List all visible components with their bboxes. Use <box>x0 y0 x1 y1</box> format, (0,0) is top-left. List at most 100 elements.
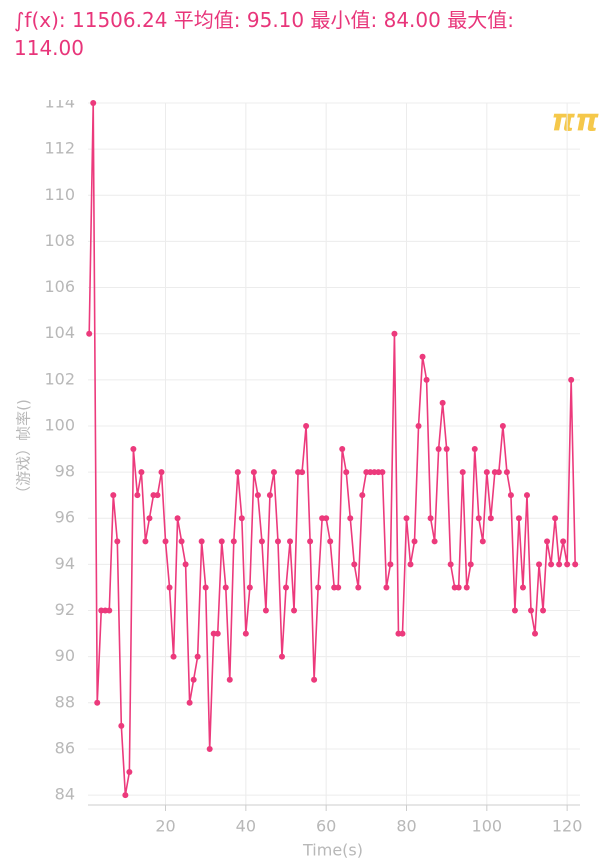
data-point <box>560 538 567 545</box>
data-point <box>379 469 386 476</box>
data-point <box>528 607 535 614</box>
data-point <box>351 561 358 568</box>
data-point <box>254 492 261 499</box>
data-point <box>455 584 462 591</box>
y-tick-label: 108 <box>44 231 75 250</box>
y-tick-label: 112 <box>44 139 75 158</box>
y-tick-label: 104 <box>44 323 75 342</box>
y-tick-label: 106 <box>44 277 75 296</box>
data-point <box>190 676 197 683</box>
data-point <box>266 492 273 499</box>
data-point <box>307 538 314 545</box>
data-point <box>327 538 334 545</box>
data-point <box>186 699 193 706</box>
y-tick-label: 114 <box>44 93 75 112</box>
data-point <box>94 699 101 706</box>
data-point <box>198 538 205 545</box>
data-point <box>483 469 490 476</box>
data-point <box>475 515 482 522</box>
data-point <box>343 469 350 476</box>
data-point <box>423 376 430 383</box>
data-point <box>154 492 161 499</box>
data-point <box>278 653 285 660</box>
data-point <box>387 561 394 568</box>
y-tick-label: 86 <box>55 738 75 757</box>
data-point <box>218 538 225 545</box>
data-point <box>114 538 121 545</box>
y-tick-label: 94 <box>55 554 75 573</box>
y-tick-label: 90 <box>55 646 75 665</box>
data-point <box>556 561 563 568</box>
data-point <box>443 446 450 453</box>
data-point <box>274 538 281 545</box>
data-point <box>411 538 418 545</box>
x-tick-label: 20 <box>155 817 175 836</box>
data-point <box>355 584 362 591</box>
data-point <box>182 561 189 568</box>
y-tick-label: 92 <box>55 600 75 619</box>
data-point <box>487 515 494 522</box>
y-tick-label: 98 <box>55 462 75 481</box>
data-point <box>495 469 502 476</box>
data-point <box>544 538 551 545</box>
data-point <box>540 607 547 614</box>
data-point <box>399 630 406 637</box>
data-point <box>507 492 514 499</box>
data-point <box>515 515 522 522</box>
data-point <box>106 607 113 614</box>
data-point <box>234 469 241 476</box>
data-point <box>439 399 446 406</box>
data-point <box>347 515 354 522</box>
data-point <box>359 492 366 499</box>
data-point <box>463 584 470 591</box>
data-point <box>447 561 454 568</box>
data-point <box>142 538 149 545</box>
data-point <box>311 676 318 683</box>
data-point <box>548 561 555 568</box>
y-tick-label: 100 <box>44 415 75 434</box>
data-point <box>230 538 237 545</box>
data-point <box>194 653 201 660</box>
y-tick-label: 96 <box>55 508 75 527</box>
data-point <box>435 446 442 453</box>
x-tick-label: 120 <box>552 817 583 836</box>
data-point <box>90 100 97 106</box>
data-point <box>138 469 145 476</box>
data-point <box>238 515 245 522</box>
data-point <box>246 584 253 591</box>
y-tick-label: 102 <box>44 369 75 388</box>
data-point <box>419 353 426 360</box>
data-line <box>88 102 576 796</box>
data-point <box>479 538 486 545</box>
data-point <box>122 792 129 799</box>
data-point <box>519 584 526 591</box>
data-point <box>431 538 438 545</box>
data-point <box>568 376 575 383</box>
data-point <box>214 630 221 637</box>
logo-mark: ππ <box>551 104 599 139</box>
data-point <box>162 538 169 545</box>
data-point <box>202 584 209 591</box>
data-point <box>270 469 277 476</box>
data-point <box>287 538 294 545</box>
x-tick-label: 40 <box>236 817 256 836</box>
data-point <box>407 561 414 568</box>
data-point <box>427 515 434 522</box>
data-point <box>459 469 466 476</box>
data-point <box>166 584 173 591</box>
data-point <box>536 561 543 568</box>
data-point <box>467 561 474 568</box>
data-point <box>242 630 249 637</box>
data-point <box>126 769 133 776</box>
data-point <box>118 722 125 729</box>
data-point <box>250 469 257 476</box>
x-tick-label: 60 <box>316 817 336 836</box>
data-point <box>511 607 518 614</box>
data-point <box>110 492 117 499</box>
data-point <box>130 446 137 453</box>
chart-title: ∫f(x): 11506.24 平均值: 95.10 最小值: 84.00 最大… <box>14 8 514 60</box>
data-point <box>222 584 229 591</box>
y-axis-label: （游戏）帧率() <box>15 399 33 501</box>
data-point <box>283 584 290 591</box>
